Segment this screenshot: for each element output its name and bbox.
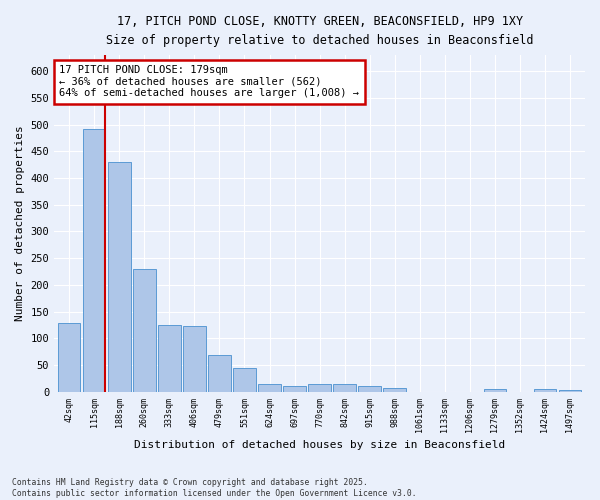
- Bar: [334, 384, 356, 392]
- Bar: [83, 129, 106, 392]
- Bar: [559, 390, 581, 392]
- Bar: [258, 384, 281, 392]
- Bar: [484, 389, 506, 392]
- Bar: [183, 326, 206, 392]
- Bar: [283, 386, 306, 392]
- Bar: [533, 388, 556, 392]
- Y-axis label: Number of detached properties: Number of detached properties: [15, 126, 25, 322]
- Bar: [233, 368, 256, 392]
- Text: Contains HM Land Registry data © Crown copyright and database right 2025.
Contai: Contains HM Land Registry data © Crown c…: [12, 478, 416, 498]
- Bar: [208, 356, 230, 392]
- Bar: [308, 384, 331, 392]
- Title: 17, PITCH POND CLOSE, KNOTTY GREEN, BEACONSFIELD, HP9 1XY
Size of property relat: 17, PITCH POND CLOSE, KNOTTY GREEN, BEAC…: [106, 15, 533, 47]
- Bar: [383, 388, 406, 392]
- Bar: [158, 325, 181, 392]
- Bar: [358, 386, 381, 392]
- X-axis label: Distribution of detached houses by size in Beaconsfield: Distribution of detached houses by size …: [134, 440, 505, 450]
- Bar: [133, 270, 155, 392]
- Text: 17 PITCH POND CLOSE: 179sqm
← 36% of detached houses are smaller (562)
64% of se: 17 PITCH POND CLOSE: 179sqm ← 36% of det…: [59, 65, 359, 98]
- Bar: [58, 324, 80, 392]
- Bar: [108, 162, 131, 392]
